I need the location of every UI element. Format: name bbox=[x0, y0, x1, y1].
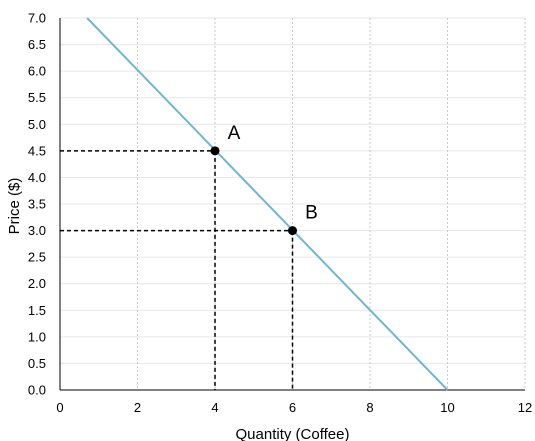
y-tick-label: 3.5 bbox=[28, 197, 46, 212]
point-a-label: A bbox=[228, 123, 241, 144]
y-tick-label: 2.0 bbox=[28, 276, 46, 291]
x-axis-title: Quantity (Coffee) bbox=[236, 426, 350, 441]
y-tick-label: 5.0 bbox=[28, 117, 46, 132]
grid bbox=[60, 17, 526, 390]
x-tick-label: 8 bbox=[366, 400, 373, 415]
x-tick-label: 12 bbox=[518, 400, 532, 415]
data-points: AB bbox=[210, 123, 318, 236]
point-a-marker bbox=[210, 146, 220, 156]
y-tick-label: 5.5 bbox=[28, 90, 46, 105]
point-b-label: B bbox=[305, 203, 318, 224]
y-axis-title: Price ($) bbox=[6, 178, 23, 235]
demand-line bbox=[86, 17, 449, 391]
x-tick-label: 4 bbox=[211, 400, 218, 415]
y-tick-label: 4.0 bbox=[28, 170, 46, 185]
x-tick-label: 2 bbox=[134, 400, 141, 415]
y-tick-label: 1.5 bbox=[28, 303, 46, 318]
x-tick-label: 10 bbox=[440, 400, 454, 415]
dashed-guides bbox=[60, 150, 294, 390]
y-tick-label: 2.5 bbox=[28, 250, 46, 265]
y-tick-label: 1.0 bbox=[28, 329, 46, 344]
y-tick-label: 6.5 bbox=[28, 37, 46, 52]
x-tick-label: 0 bbox=[56, 400, 63, 415]
y-tick-label: 4.5 bbox=[28, 143, 46, 158]
point-b-marker bbox=[288, 226, 297, 236]
series-layer bbox=[86, 17, 449, 391]
y-tick-label: 7.0 bbox=[28, 11, 46, 26]
tick-labels: 0.0 0.5 1.0 1.5 2.0 2.5 3.0 3.5 4.0 4.5 5.0 5.5 6.0 6… bbox=[28, 11, 532, 416]
y-tick-label: 0.0 bbox=[28, 383, 46, 398]
y-tick-label: 3.0 bbox=[28, 223, 46, 238]
y-tick-label: 6.0 bbox=[28, 64, 46, 79]
x-tick-label: 6 bbox=[289, 400, 296, 415]
y-tick-label: 0.5 bbox=[28, 356, 46, 371]
